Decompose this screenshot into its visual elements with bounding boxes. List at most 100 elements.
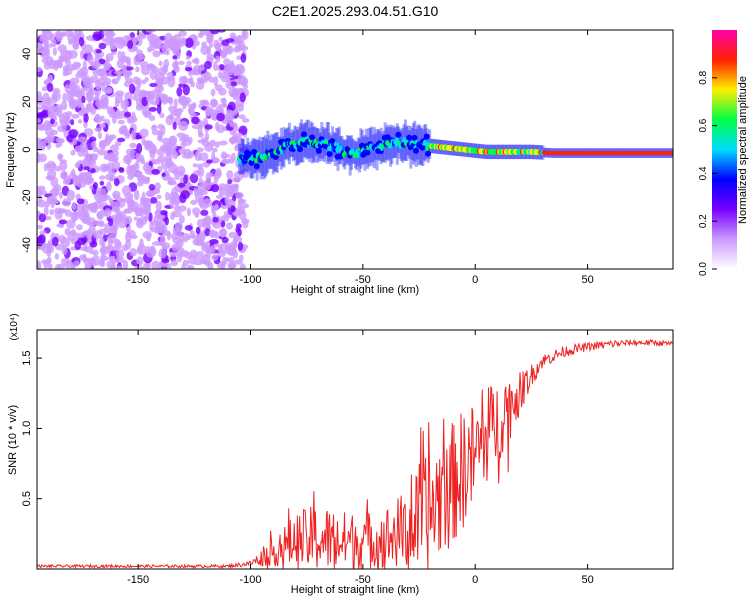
noise-blob [47,74,53,84]
noise-blob [164,216,169,226]
noise-blob [170,211,175,221]
colorbar-tick-label: 0.6 [698,118,709,132]
noise-blob [232,250,239,259]
noise-blob [69,262,75,269]
spectrogram-panel: -150 -100 -50 0 50 40 20 0 -20 -40 Height of str… [5,29,674,296]
noise-blob [124,239,132,250]
spectrogram-marks [37,30,673,269]
noise-blob [98,142,106,149]
y-tick-label: -40 [21,237,33,253]
noise-blob [159,224,168,235]
noise-blob [155,95,160,106]
noise-blob [157,86,162,97]
noise-blob [205,249,211,259]
noise-blob [99,122,106,129]
noise-blob [58,234,66,244]
noise-blob [71,168,76,177]
noise-blob [37,42,43,50]
noise-blob [89,184,94,190]
snr-x-label: Height of straight line (km) [291,584,419,596]
noise-blob [70,118,75,126]
noise-blob [153,38,163,45]
noise-blob [66,189,75,201]
noise-blob [218,186,223,197]
noise-blob [123,197,133,203]
noise-blob [146,63,155,70]
noise-blob [228,231,238,239]
noise-blob [200,241,206,247]
signal-cell [309,134,316,141]
noise-blob [172,55,178,60]
noise-blob [236,55,242,60]
noise-blob [178,147,187,154]
noise-blob [203,75,210,82]
signal-cell [296,146,303,153]
noise-blob [218,36,223,42]
x-tick-label: -50 [355,574,371,586]
noise-blob [145,201,150,212]
signal-cell [300,131,307,138]
noise-blob [143,262,150,269]
noise-blob [213,75,219,87]
noise-blob [151,129,161,136]
noise-blob [177,205,187,212]
noise-blob [214,141,220,148]
noise-blob [131,129,136,141]
noise-blob [64,228,71,236]
noise-blob [123,98,129,109]
noise-blob [111,78,117,85]
noise-blob [77,236,87,246]
noise-blob [37,118,41,124]
noise-blob [60,257,71,266]
noise-blob [125,153,132,162]
noise-blob [227,68,234,76]
signal-cell [272,154,279,161]
noise-blob [169,110,178,116]
noise-blob [69,77,80,85]
signal-cell [420,144,426,151]
noise-blob [121,51,126,62]
noise-blob [198,131,204,138]
signal-cell [245,151,252,158]
noise-blob [186,207,192,217]
noise-blob [116,59,124,69]
noise-blob [127,40,134,49]
noise-blob [186,235,192,241]
noise-blob [115,113,124,120]
noise-blob [92,31,102,41]
noise-blob [209,108,214,115]
y-tick-label: 0 [21,146,33,152]
snr-frame [36,329,674,570]
signal-cell [254,157,260,164]
noise-blob [82,246,88,252]
noise-blob [114,98,120,108]
noise-blob [91,60,101,70]
noise-blob [189,76,194,85]
noise-blob [98,68,106,77]
noise-blob [47,195,58,204]
noise-blob [224,45,234,55]
noise-blob [136,180,144,187]
noise-blob [132,95,138,101]
noise-blob [193,57,200,65]
noise-blob [88,83,94,93]
noise-blob [135,66,140,73]
noise-blob [129,142,137,149]
noise-blob [47,263,53,269]
noise-blob [228,86,237,98]
noise-blob [47,109,52,117]
noise-blob [180,249,190,257]
noise-blob [173,43,180,52]
noise-blob [135,170,143,177]
noise-blob [161,137,171,145]
noise-blob [156,104,162,115]
snr-x-ticks: -150 -100 -50 0 50 [127,330,594,586]
noise-blob [82,158,89,167]
noise-blob [113,205,120,214]
noise-blob [148,115,156,122]
noise-blob [159,76,170,85]
colorbar-tick-label: 0.4 [698,166,709,180]
noise-blob [194,150,202,162]
noise-blob [111,51,117,56]
noise-blob [99,180,105,186]
